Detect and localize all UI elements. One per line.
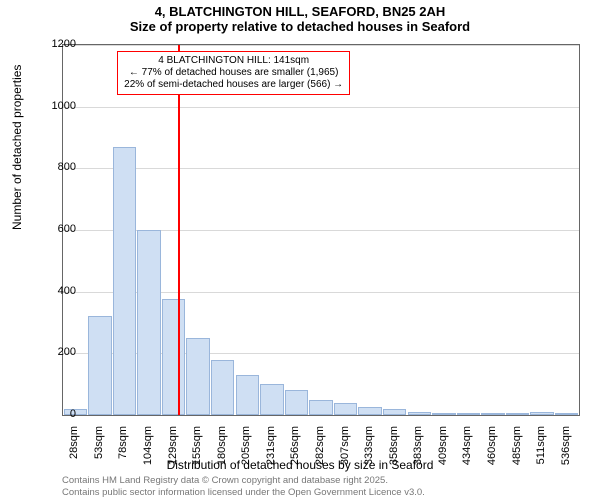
histogram-bar: [236, 375, 259, 415]
x-tick-label: 358sqm: [388, 426, 400, 476]
x-tick-label: 409sqm: [437, 426, 449, 476]
histogram-bar: [383, 409, 406, 415]
annotation-box: 4 BLATCHINGTON HILL: 141sqm← 77% of deta…: [117, 51, 350, 95]
histogram-bar: [358, 407, 381, 415]
histogram-bar: [432, 413, 455, 415]
y-tick-label: 800: [36, 161, 76, 173]
annotation-line: 4 BLATCHINGTON HILL: 141sqm: [124, 55, 343, 67]
x-tick-label: 231sqm: [265, 426, 277, 476]
chart-title-line2: Size of property relative to detached ho…: [0, 19, 600, 34]
x-tick-label: 282sqm: [314, 426, 326, 476]
y-tick-label: 1000: [36, 100, 76, 112]
x-tick-label: 460sqm: [486, 426, 498, 476]
gridline: [63, 45, 579, 46]
x-tick-label: 307sqm: [339, 426, 351, 476]
histogram-bar: [506, 413, 529, 415]
y-tick-label: 1200: [36, 38, 76, 50]
x-tick-label: 104sqm: [142, 426, 154, 476]
gridline: [63, 415, 579, 416]
x-tick-label: 180sqm: [216, 426, 228, 476]
y-tick-label: 600: [36, 223, 76, 235]
chart-title-line1: 4, BLATCHINGTON HILL, SEAFORD, BN25 2AH: [0, 4, 600, 19]
x-tick-label: 155sqm: [191, 426, 203, 476]
footer-line2: Contains public sector information licen…: [62, 487, 425, 498]
histogram-bar: [211, 360, 234, 416]
x-tick-label: 485sqm: [511, 426, 523, 476]
x-tick-label: 78sqm: [117, 426, 129, 476]
histogram-bar: [113, 147, 136, 415]
histogram-bar: [309, 400, 332, 415]
y-tick-label: 200: [36, 346, 76, 358]
x-tick-label: 383sqm: [412, 426, 424, 476]
histogram-bar: [457, 413, 480, 415]
y-axis-label: Number of detached properties: [10, 65, 24, 230]
histogram-bar: [186, 338, 209, 415]
histogram-bar: [137, 230, 160, 415]
annotation-line: ← 77% of detached houses are smaller (1,…: [124, 67, 343, 79]
x-tick-label: 511sqm: [535, 426, 547, 476]
histogram-bar: [88, 316, 111, 415]
histogram-bar: [408, 412, 431, 415]
x-tick-label: 53sqm: [93, 426, 105, 476]
footer-line1: Contains HM Land Registry data © Crown c…: [62, 475, 425, 486]
x-tick-label: 536sqm: [560, 426, 572, 476]
x-tick-label: 205sqm: [240, 426, 252, 476]
gridline: [63, 168, 579, 169]
reference-line: [178, 45, 180, 415]
plot-region: 4 BLATCHINGTON HILL: 141sqm← 77% of deta…: [62, 44, 580, 416]
footer-attribution: Contains HM Land Registry data © Crown c…: [62, 475, 425, 498]
x-tick-label: 333sqm: [363, 426, 375, 476]
histogram-bar: [260, 384, 283, 415]
x-tick-label: 129sqm: [167, 426, 179, 476]
x-tick-label: 28sqm: [68, 426, 80, 476]
histogram-bar: [530, 412, 553, 415]
annotation-line: 22% of semi-detached houses are larger (…: [124, 79, 343, 91]
y-tick-label: 0: [36, 408, 76, 420]
x-tick-label: 434sqm: [461, 426, 473, 476]
y-tick-label: 400: [36, 285, 76, 297]
x-tick-label: 256sqm: [289, 426, 301, 476]
histogram-bar: [481, 413, 504, 415]
gridline: [63, 107, 579, 108]
histogram-bar: [555, 413, 578, 415]
histogram-bar: [285, 390, 308, 415]
histogram-bar: [334, 403, 357, 415]
histogram-bar: [162, 299, 185, 415]
chart-title-block: 4, BLATCHINGTON HILL, SEAFORD, BN25 2AH …: [0, 0, 600, 34]
chart-area: 4 BLATCHINGTON HILL: 141sqm← 77% of deta…: [62, 44, 580, 416]
